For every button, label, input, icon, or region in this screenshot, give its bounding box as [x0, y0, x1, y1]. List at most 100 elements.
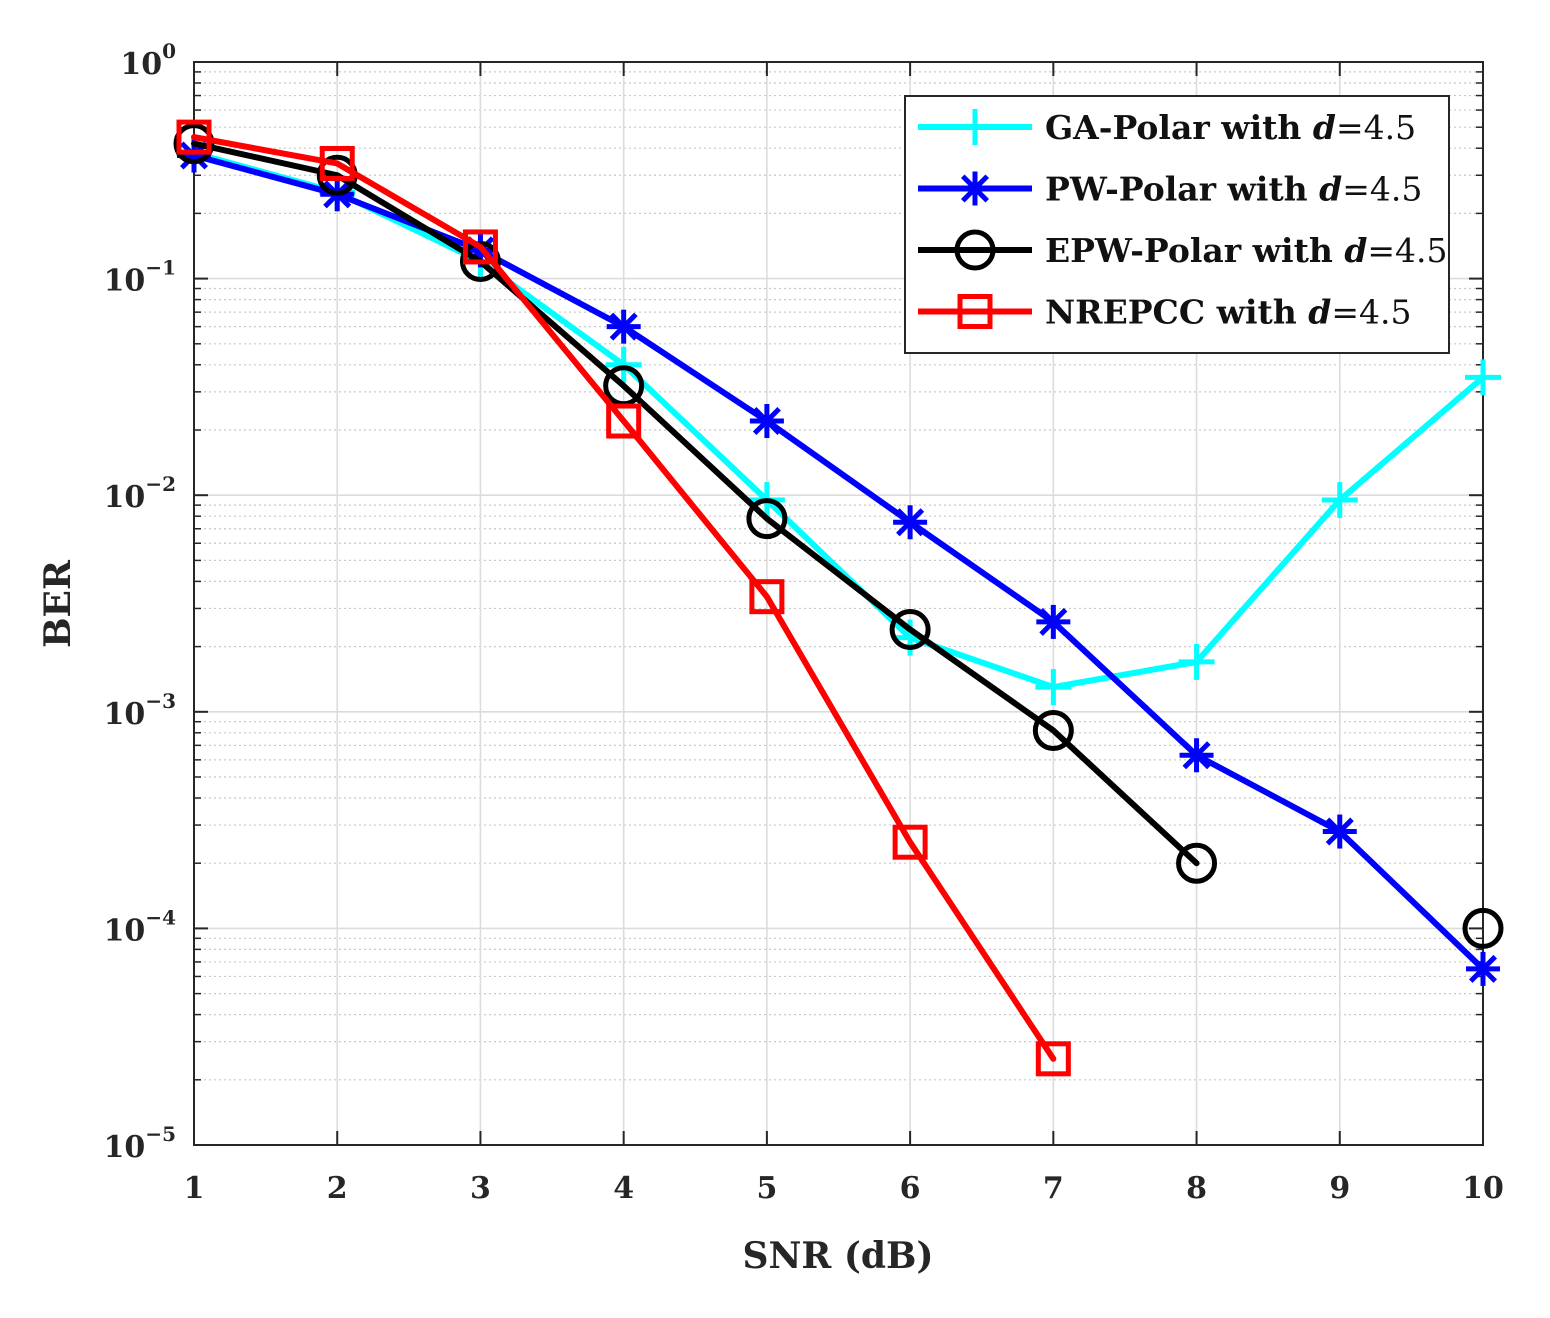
x-tick-label: 8: [1186, 1171, 1207, 1206]
asterisk-marker: [958, 171, 992, 206]
square-marker: [319, 145, 355, 181]
y-tick-base: 10: [104, 913, 146, 948]
legend-label: EPW-Polar with d=4.5: [1045, 231, 1448, 270]
legend-label-suffix: =4.5: [1367, 231, 1447, 270]
x-axis-title: SNR (dB): [742, 1235, 933, 1277]
asterisk-marker: [1179, 738, 1214, 773]
x-tick-label: 10: [1462, 1171, 1504, 1206]
legend-label-suffix: =4.5: [1331, 293, 1411, 332]
y-tick-base: 10: [104, 1130, 146, 1165]
series-2: [173, 123, 1504, 949]
square-marker: [462, 229, 498, 265]
circle-marker: [459, 240, 501, 282]
plot-frame: [193, 61, 1484, 1146]
y-tick-exponent: −2: [145, 472, 176, 496]
circle-marker: [1462, 907, 1504, 949]
circle-marker: [746, 498, 788, 540]
circle-marker: [173, 123, 215, 165]
series-layer: [173, 119, 1504, 1077]
legend-label: NREPCC with d=4.5: [1045, 293, 1411, 332]
y-axis-title: BER: [37, 559, 79, 648]
square-marker: [957, 294, 993, 329]
series-3: [176, 119, 1071, 1077]
x-tick-label: 6: [900, 1171, 921, 1206]
legend-label-var: d: [1344, 231, 1367, 270]
asterisk-marker: [1466, 951, 1500, 986]
legend-label-prefix: GA-Polar with: [1045, 108, 1313, 147]
asterisk-stroke: [1182, 741, 1211, 770]
x-tick-label: 5: [756, 1171, 777, 1206]
plus-marker: [957, 109, 993, 145]
y-tick-label: 100: [120, 39, 176, 82]
y-tick-base: 10: [104, 480, 146, 515]
y-tick-label: 10−3: [104, 689, 176, 732]
asterisk-marker: [1322, 814, 1357, 849]
legend-entry: EPW-Polar with d=4.5: [918, 229, 1448, 271]
asterisk-stroke: [896, 508, 925, 537]
plus-marker: [1465, 359, 1501, 396]
plus-marker: [1321, 482, 1358, 519]
y-tick-exponent: −4: [145, 905, 176, 929]
asterisk-marker: [893, 505, 928, 540]
legend-label: GA-Polar with d=4.5: [1045, 108, 1416, 147]
series-line: [191, 134, 1057, 1062]
legend-label: PW-Polar with d=4.5: [1045, 170, 1422, 209]
asterisk-marker: [1036, 604, 1071, 639]
square-marker: [892, 824, 928, 860]
legend-label-suffix: =4.5: [1336, 108, 1416, 147]
legend-entry: PW-Polar with d=4.5: [918, 170, 1422, 209]
series-1: [177, 138, 1500, 986]
x-tick-label: 7: [1043, 1171, 1064, 1206]
legend-label-var: d: [1308, 293, 1331, 332]
legend-label-var: d: [1319, 170, 1342, 209]
x-tick-label: 3: [470, 1171, 491, 1206]
legend: GA-Polar with d=4.5PW-Polar with d=4.5EP…: [904, 95, 1450, 354]
asterisk-stroke: [1325, 817, 1354, 846]
y-tick-exponent: −5: [145, 1122, 176, 1146]
series-line: [191, 152, 1486, 972]
y-tick-label: 10−1: [104, 256, 176, 299]
square-marker: [176, 119, 212, 155]
legend-label-prefix: PW-Polar with: [1045, 170, 1319, 209]
asterisk-stroke: [1039, 607, 1068, 636]
legend-label-suffix: =4.5: [1342, 170, 1422, 209]
y-tick-exponent: −3: [145, 689, 176, 713]
y-tick-label: 10−5: [104, 1122, 176, 1165]
circle-marker: [1032, 709, 1074, 751]
asterisk-stroke: [1468, 954, 1498, 983]
legend-entry: NREPCC with d=4.5: [918, 293, 1411, 332]
y-tick-exponent: 0: [162, 39, 176, 63]
y-tick-label: 10−2: [104, 472, 176, 515]
plus-marker: [605, 346, 642, 383]
asterisk-marker: [749, 404, 784, 439]
asterisk-stroke: [752, 407, 781, 436]
legend-label-prefix: NREPCC with: [1045, 293, 1308, 332]
y-tick-base: 10: [104, 697, 146, 732]
series-line: [191, 150, 1486, 691]
asterisk-marker: [606, 309, 641, 344]
x-tick-label: 4: [613, 1171, 634, 1206]
plus-marker: [1178, 643, 1215, 680]
y-tick-label: 10−4: [104, 905, 177, 948]
x-tick-label: 2: [327, 1171, 348, 1206]
square-marker: [606, 403, 642, 439]
y-tick-base: 10: [104, 264, 146, 299]
legend-entry: GA-Polar with d=4.5: [918, 108, 1416, 147]
legend-label-prefix: EPW-Polar with: [1045, 231, 1344, 270]
y-tick-exponent: −1: [145, 256, 176, 280]
plus-marker: [1035, 669, 1072, 706]
square-marker: [1035, 1041, 1071, 1077]
circle-marker: [954, 229, 996, 271]
x-tick-label: 1: [184, 1171, 205, 1206]
x-tick-label: 9: [1329, 1171, 1350, 1206]
circle-marker: [889, 608, 931, 650]
asterisk-stroke: [609, 312, 638, 341]
asterisk-stroke: [960, 174, 990, 203]
y-tick-base: 10: [120, 47, 162, 82]
series-line: [191, 140, 1200, 867]
legend-label-var: d: [1313, 108, 1336, 147]
circle-marker: [1176, 842, 1218, 884]
square-marker: [749, 579, 785, 615]
